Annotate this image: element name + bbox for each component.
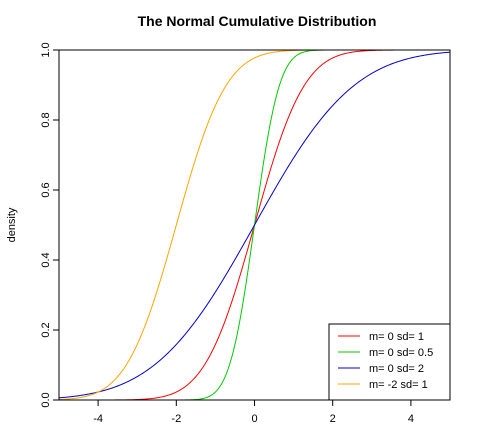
- x-tick-label: -2: [171, 413, 181, 425]
- y-tick-label: 0.6: [40, 182, 52, 197]
- y-tick-label: 0.2: [40, 322, 52, 337]
- x-tick-label: 4: [408, 413, 414, 425]
- legend-label-1: m= 0 sd= 0.5: [369, 347, 433, 359]
- y-tick-label: 1.0: [40, 42, 52, 57]
- y-axis: 0.0 0.2 0.4 0.6 0.8 1.0: [40, 42, 59, 408]
- x-tick-label: 0: [251, 413, 257, 425]
- x-tick-label: 2: [330, 413, 336, 425]
- x-tick-label: -4: [93, 413, 103, 425]
- legend-label-2: m= 0 sd= 2: [369, 363, 424, 375]
- y-tick-label: 0.0: [40, 392, 52, 407]
- legend-label-3: m= -2 sd= 1: [369, 379, 428, 391]
- chart-title: The Normal Cumulative Distribution: [138, 13, 377, 29]
- legend-box: [328, 323, 451, 401]
- series-line-2: [58, 51, 451, 399]
- y-tick-label: 0.4: [40, 252, 52, 267]
- y-axis-label: density: [6, 207, 18, 242]
- legend-label-0: m= 0 sd= 1: [369, 331, 424, 343]
- y-tick-label: 0.8: [40, 112, 52, 127]
- legend: m= 0 sd= 1 m= 0 sd= 0.5 m= 0 sd= 2 m= -2 sd…: [328, 323, 451, 401]
- x-axis: -4 -2 0 2 4: [93, 400, 414, 425]
